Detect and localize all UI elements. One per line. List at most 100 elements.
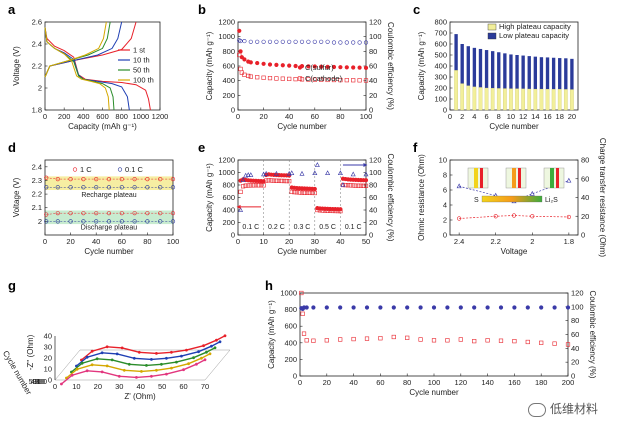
x-tick-label: 20: [285, 237, 293, 246]
y2-tick-label: 0: [571, 372, 575, 381]
y2-tick-label: 60: [581, 174, 589, 183]
data-point: [525, 339, 530, 345]
data-point: [280, 76, 285, 81]
data-point: [456, 183, 462, 189]
y2-tick-label: 40: [581, 193, 589, 202]
bar-low-plateau: [478, 48, 483, 88]
data-point: [246, 183, 251, 188]
data-point: [158, 211, 163, 216]
legend-label: 50 th: [133, 66, 150, 75]
y-tick-label: 10: [439, 156, 447, 165]
bar-low-plateau: [509, 54, 513, 89]
y2-tick-label: 80: [581, 156, 589, 165]
data-point: [363, 178, 369, 183]
data-point: [158, 185, 163, 190]
x-tick-label: 40: [92, 237, 100, 246]
rate-label: 0.1 C: [345, 224, 362, 231]
data-point: [132, 219, 137, 224]
bar-low-plateau: [460, 44, 464, 84]
x-tick-label: 100: [360, 112, 373, 121]
y-tick-label: 500: [434, 51, 447, 60]
legend-label: High plateau capacity: [499, 22, 571, 31]
data-point: [539, 340, 544, 345]
data-point: [155, 352, 158, 355]
y-axis-label: Capacity (mAh g⁻¹): [205, 31, 214, 100]
data-point: [119, 176, 124, 182]
x-tick-label: 2.2: [490, 237, 500, 246]
data-point: [276, 178, 282, 183]
data-point: [304, 305, 309, 310]
y-tick-label: 600: [284, 322, 297, 331]
data-point: [353, 183, 358, 188]
bar-high-plateau: [563, 89, 568, 111]
legend-swatch: [487, 32, 497, 40]
data-point: [310, 190, 315, 196]
panel-g-letter: g: [8, 278, 16, 293]
data-point: [44, 185, 49, 190]
data-point: [253, 183, 259, 188]
legend-label: 1 C: [80, 165, 92, 174]
band-recharge: [45, 176, 173, 190]
legend-label: 100 th: [133, 76, 154, 85]
data-point: [418, 305, 423, 310]
bar-low-plateau: [527, 56, 531, 89]
data-point: [105, 364, 109, 368]
y-tick-label: 6: [443, 186, 447, 195]
data-point: [68, 176, 73, 182]
data-point: [306, 64, 311, 69]
data-point: [328, 208, 333, 213]
data-point: [44, 175, 49, 180]
arrow-right-head: [363, 163, 368, 167]
data-point: [100, 370, 104, 374]
data-point: [320, 208, 325, 213]
bar-high-plateau: [551, 89, 556, 111]
data-point: [55, 219, 60, 224]
label-li2s: Li₂S: [545, 197, 558, 204]
band-discharge: [45, 210, 173, 225]
x-tick-label: 0: [53, 382, 57, 391]
data-point: [105, 345, 109, 349]
bar-low-plateau: [454, 34, 458, 71]
y2-tick-label: 60: [369, 193, 377, 202]
data-point: [94, 219, 99, 224]
x-tick-label: 20: [568, 112, 576, 121]
data-point: [529, 190, 535, 196]
data-point: [293, 39, 298, 44]
data-point: [90, 349, 94, 353]
y-tick-label: 30: [44, 343, 52, 352]
x-tick-label: 50: [158, 382, 166, 391]
x-axis-label: Cycle number: [409, 388, 459, 397]
data-point: [351, 336, 356, 342]
bar-high-plateau: [539, 88, 544, 111]
y-axis-label: Capacity (mAh g⁻¹): [205, 163, 214, 232]
data-point: [274, 39, 279, 44]
y-tick-label: 2.3: [32, 176, 42, 185]
data-point: [293, 63, 298, 69]
data-point: [119, 211, 124, 216]
data-point: [315, 207, 320, 213]
data-point: [405, 305, 410, 310]
y2-axis-label: Charge transfer resistance (Ohm): [598, 138, 607, 257]
bar-high-plateau: [557, 89, 562, 111]
data-point: [44, 219, 49, 224]
data-point: [185, 348, 188, 352]
gradient-bar: [481, 195, 543, 203]
data-point: [95, 357, 99, 361]
data-point: [378, 305, 383, 310]
legend-marker: [297, 65, 303, 70]
data-point: [279, 178, 284, 184]
data-point: [60, 382, 63, 386]
data-point: [287, 63, 292, 68]
data-point: [44, 212, 49, 217]
data-point: [80, 361, 84, 365]
y-tick-label: 1.8: [32, 106, 42, 115]
x-tick-label: 70: [201, 382, 209, 391]
x-tick-label: 2: [460, 112, 464, 121]
x-tick-label: 0: [448, 112, 452, 121]
x-axis-label: Capacity (mAh g⁻¹): [68, 122, 137, 131]
data-point: [203, 358, 207, 362]
y-tick-label: 2: [443, 216, 447, 225]
y-tick-label: 4: [443, 201, 447, 210]
data-point: [302, 190, 307, 195]
data-point: [261, 39, 266, 44]
